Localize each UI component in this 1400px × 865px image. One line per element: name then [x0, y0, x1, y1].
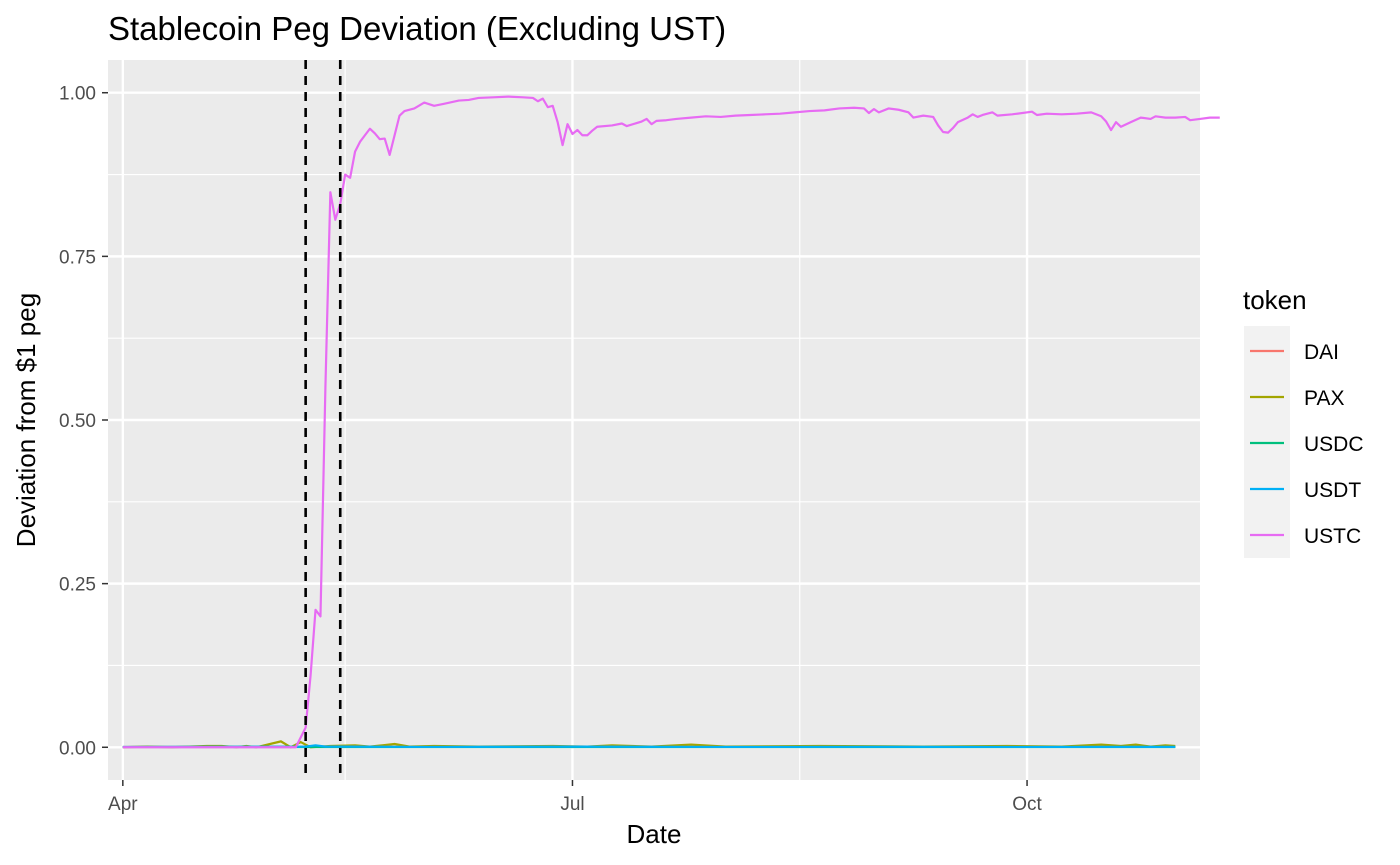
series-lines [122, 95, 1220, 749]
legend-label-usdt: USDT [1304, 479, 1361, 502]
series-line-usdt [122, 744, 1176, 749]
series-line-ustc [122, 95, 1220, 749]
chart-title: Stablecoin Peg Deviation (Excluding UST) [108, 10, 726, 47]
x-tick-label: Oct [1012, 794, 1042, 815]
y-axis-title: Deviation from $1 peg [11, 293, 41, 547]
x-tick-label: Apr [108, 794, 138, 815]
x-axis: Apr Jul Oct [108, 780, 1043, 815]
y-tick-label: 0.75 [59, 247, 96, 268]
legend-label-dai: DAI [1304, 341, 1339, 364]
x-tick-label: Jul [560, 794, 584, 815]
x-axis-title: Date [627, 819, 682, 849]
y-tick-label: 1.00 [59, 84, 96, 105]
legend-title: token [1243, 285, 1307, 315]
legend-label-ustc: USTC [1304, 525, 1361, 548]
y-tick-label: 0.25 [59, 575, 96, 596]
legend-label-usdc: USDC [1304, 433, 1364, 456]
legend: token DAI PAX USDC USDT USTC [1243, 285, 1364, 558]
event-vlines [304, 60, 342, 780]
y-tick-label: 0.50 [59, 411, 96, 432]
y-tick-label: 0.00 [59, 738, 96, 759]
y-axis: 0.00 0.25 0.50 0.75 1.00 [59, 84, 108, 759]
legend-label-pax: PAX [1304, 387, 1344, 410]
